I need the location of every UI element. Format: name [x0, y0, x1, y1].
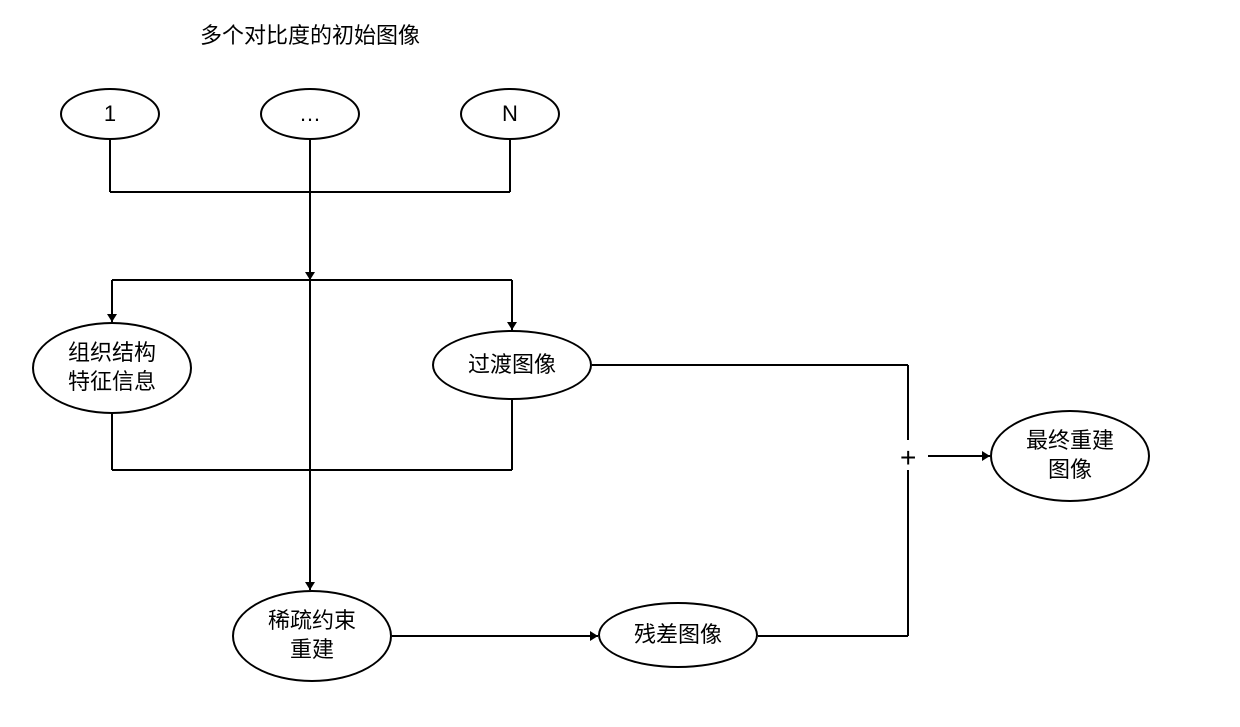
node-label: 残差图像 — [634, 621, 722, 650]
node-label: 稀疏约束重建 — [268, 607, 356, 664]
node-label: N — [502, 100, 518, 129]
node-label: 组织结构特征信息 — [68, 339, 156, 396]
node-ndots: … — [260, 88, 360, 140]
node-struct: 组织结构特征信息 — [32, 322, 192, 414]
node-label: … — [299, 100, 321, 129]
node-label: 最终重建图像 — [1026, 427, 1114, 484]
node-nN: N — [460, 88, 560, 140]
node-n1: 1 — [60, 88, 160, 140]
node-resid: 残差图像 — [598, 602, 758, 668]
node-label: 过渡图像 — [468, 351, 556, 380]
node-label: 1 — [104, 100, 116, 129]
node-sparse: 稀疏约束重建 — [232, 590, 392, 682]
diagram-title: 多个对比度的初始图像 — [200, 18, 420, 50]
node-trans: 过渡图像 — [432, 330, 592, 400]
node-final: 最终重建图像 — [990, 410, 1150, 502]
plus-symbol: + — [900, 442, 916, 474]
